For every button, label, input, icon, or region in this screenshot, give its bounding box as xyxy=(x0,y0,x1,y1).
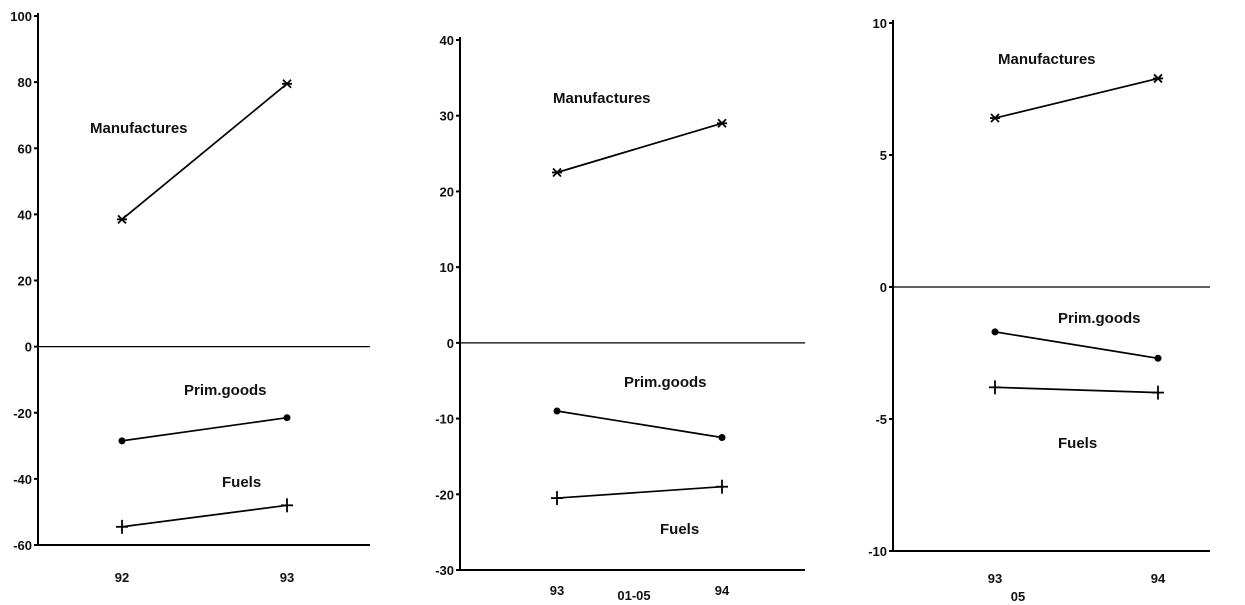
marker-dot xyxy=(1154,354,1162,362)
series-prim-goods: Prim.goods xyxy=(553,374,726,441)
series-manufactures: Manufactures xyxy=(990,51,1163,123)
x-axis-label: 01-05 xyxy=(617,588,650,603)
series-manufactures: Manufactures xyxy=(90,79,292,224)
y-tick-label: -20 xyxy=(435,487,454,502)
y-tick-label: 60 xyxy=(18,141,32,156)
x-tick-label: 94 xyxy=(1151,571,1166,586)
chart-panel-1: 100 80 60 40 20 0 -20 -40 -60 92 93 Manufactures Pri… xyxy=(10,9,370,585)
y-tick-label: 40 xyxy=(18,207,32,222)
y-tick-label: -40 xyxy=(13,472,32,487)
y-tick-label: 40 xyxy=(440,33,454,48)
series-line-manufactures xyxy=(121,83,288,220)
series-label-manufactures: Manufactures xyxy=(553,90,651,107)
series-label-prim-goods: Prim.goods xyxy=(1058,310,1141,327)
y-tick-label: 100 xyxy=(10,9,32,24)
x-tick-label: 93 xyxy=(550,583,564,598)
series-line-fuels xyxy=(556,485,723,499)
series-line-prim-goods xyxy=(121,416,288,442)
marker-dot xyxy=(553,407,561,415)
series-label-prim-goods: Prim.goods xyxy=(624,374,707,391)
series-line-prim-goods xyxy=(994,331,1159,360)
marker-dot xyxy=(118,437,126,445)
y-tick-label: -60 xyxy=(13,538,32,553)
y-tick-label: 5 xyxy=(880,148,887,163)
y-tick-label: 20 xyxy=(440,184,454,199)
y-tick-label: 0 xyxy=(25,340,32,355)
series-line-fuels xyxy=(121,504,288,528)
x-tick-label: 93 xyxy=(988,571,1002,586)
y-tick-label: -30 xyxy=(435,563,454,578)
y-tick-label: 20 xyxy=(18,274,32,289)
series-line-fuels xyxy=(994,386,1159,394)
marker-dot xyxy=(283,414,291,422)
y-tick-label: -10 xyxy=(435,412,454,427)
series-fuels: Fuels xyxy=(551,479,728,538)
series-prim-goods: Prim.goods xyxy=(991,310,1162,362)
series-label-fuels: Fuels xyxy=(1058,435,1097,452)
y-tick-label: -10 xyxy=(868,544,887,559)
y-tick-label: 10 xyxy=(440,260,454,275)
chart-panel-3: 10 5 0 -5 -10 93 94 05 Manufactures Prim.goods Fue… xyxy=(868,16,1210,604)
series-label-fuels: Fuels xyxy=(222,474,261,491)
x-tick-label: 94 xyxy=(715,583,730,598)
series-fuels: Fuels xyxy=(989,380,1164,452)
series-fuels: Fuels xyxy=(116,474,293,534)
series-label-prim-goods: Prim.goods xyxy=(184,382,267,399)
series-label-manufactures: Manufactures xyxy=(998,51,1096,68)
y-tick-label: -20 xyxy=(13,406,32,421)
series-prim-goods: Prim.goods xyxy=(118,382,291,445)
y-tick-label: 10 xyxy=(873,16,887,31)
x-axis-label: 05 xyxy=(1011,589,1025,604)
x-tick-label: 93 xyxy=(280,570,294,585)
series-manufactures: Manufactures xyxy=(552,90,727,178)
series-line-prim-goods xyxy=(556,410,723,439)
series-label-manufactures: Manufactures xyxy=(90,120,188,137)
y-tick-label: 0 xyxy=(447,336,454,351)
series-line-manufactures xyxy=(994,77,1159,119)
y-tick-label: 0 xyxy=(880,280,887,295)
chart-panel-2: 40 30 20 10 0 -10 -20 -30 93 94 01-05 Manufactures P… xyxy=(435,33,805,603)
marker-dot xyxy=(718,433,726,441)
x-tick-label: 92 xyxy=(115,570,129,585)
marker-dot xyxy=(991,328,999,336)
y-tick-label: 30 xyxy=(440,109,454,124)
series-label-fuels: Fuels xyxy=(660,521,699,538)
y-tick-label: -5 xyxy=(875,412,887,427)
y-tick-label: 80 xyxy=(18,75,32,90)
series-line-manufactures xyxy=(556,122,723,174)
